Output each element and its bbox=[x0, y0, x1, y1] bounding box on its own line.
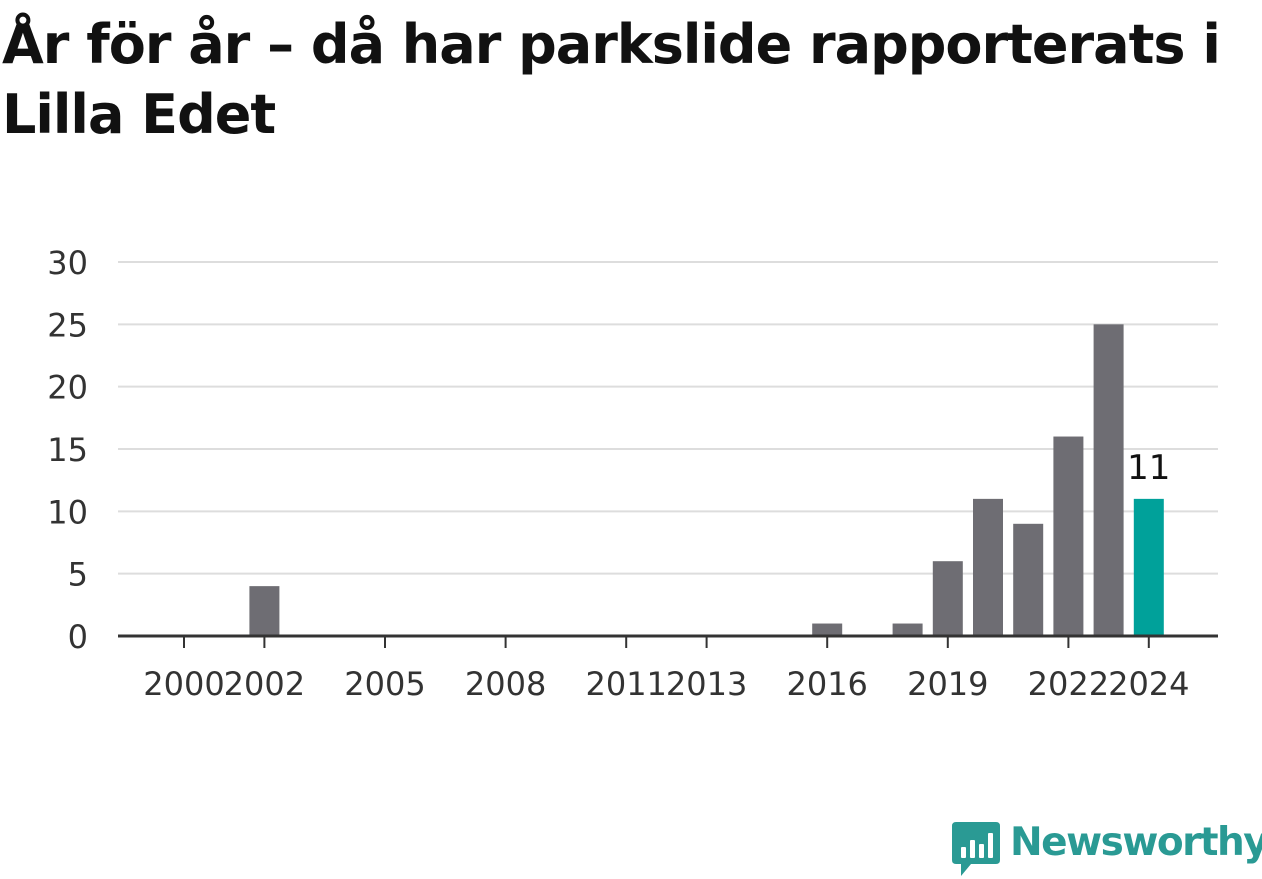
y-tick-label: 0 bbox=[68, 618, 88, 656]
bar-2022 bbox=[1053, 436, 1084, 636]
x-tick-label: 2022 bbox=[1028, 665, 1109, 703]
x-tick-label: 2019 bbox=[907, 665, 988, 703]
y-tick-label: 5 bbox=[68, 556, 88, 594]
bar-2021 bbox=[1013, 523, 1044, 636]
bars bbox=[249, 324, 1164, 636]
chart-title: År för år – då har parkslide rapporterat… bbox=[2, 13, 1221, 146]
data-label-2024: 11 bbox=[1127, 448, 1170, 488]
brand-name: Newsworthy bbox=[1010, 820, 1262, 865]
y-tick-label: 30 bbox=[47, 244, 88, 282]
y-tick-label: 25 bbox=[47, 306, 88, 344]
bar-2019 bbox=[932, 561, 963, 636]
x-tick-label: 2024 bbox=[1108, 665, 1189, 703]
bar-2020 bbox=[973, 498, 1003, 636]
bar-2002 bbox=[249, 586, 280, 636]
newsworthy-logo-icon bbox=[952, 822, 1000, 876]
x-tick-label: 2008 bbox=[465, 665, 546, 703]
grid-lines bbox=[118, 261, 1218, 575]
newsworthy-brand: Newsworthy bbox=[951, 817, 1262, 879]
bar-2016 bbox=[812, 623, 843, 636]
bar-2018 bbox=[892, 623, 923, 636]
x-tick-label: 2016 bbox=[786, 665, 867, 703]
x-tick-label: 2011 bbox=[585, 665, 666, 703]
x-tick-label: 2002 bbox=[224, 665, 305, 703]
bar-2024 bbox=[1133, 498, 1164, 636]
data-labels: 11 bbox=[1127, 448, 1170, 488]
x-tick-label: 2013 bbox=[666, 665, 747, 703]
y-tick-label: 10 bbox=[47, 493, 88, 531]
x-tick-label: 2005 bbox=[344, 665, 425, 703]
y-tick-label: 20 bbox=[47, 369, 88, 407]
y-tick-label: 15 bbox=[47, 431, 88, 469]
bar-2023 bbox=[1093, 324, 1124, 636]
x-tick-label: 2000 bbox=[143, 665, 224, 703]
y-axis-tick-labels: 0 5 10 15 20 25 30 bbox=[47, 244, 88, 656]
